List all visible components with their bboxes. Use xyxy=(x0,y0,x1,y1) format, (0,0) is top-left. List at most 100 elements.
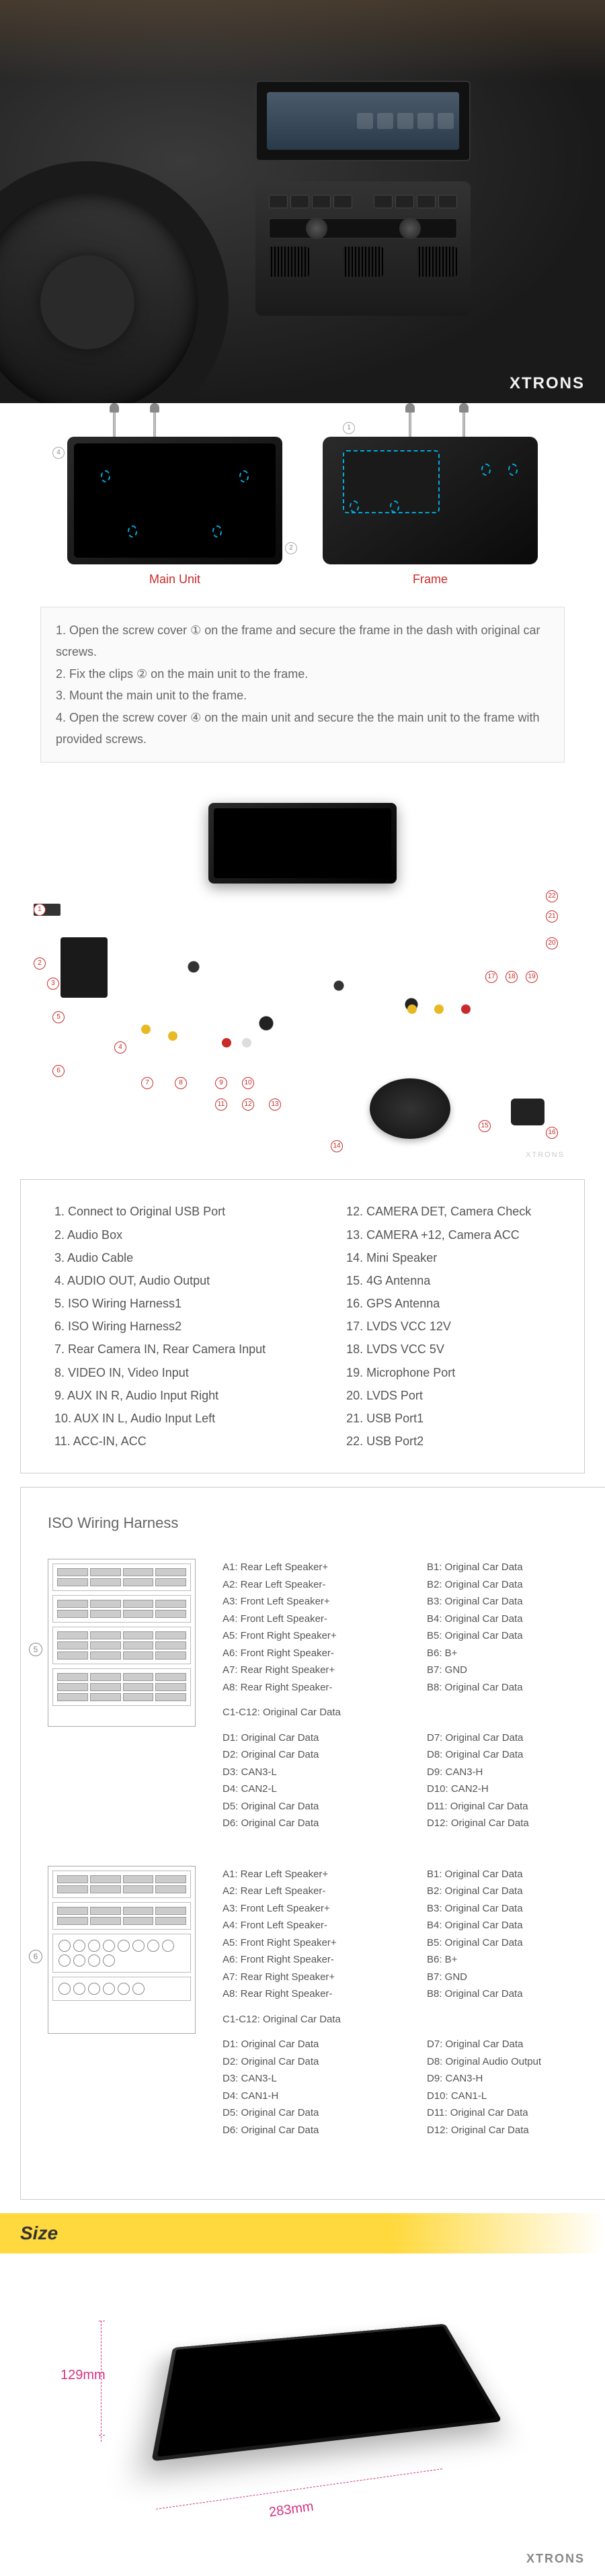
steering-wheel-graphic xyxy=(0,161,229,403)
pin-entry: B2: Original Car Data xyxy=(427,1576,598,1594)
pin-entry: B8: Original Car Data xyxy=(427,1985,598,2003)
pin-entry: D11: Original Car Data xyxy=(427,2104,598,2122)
pin-entry: A3: Front Left Speaker+ xyxy=(223,1593,393,1611)
frame-graphic: 1 xyxy=(323,437,538,564)
accessories-legend-right: 12. CAMERA DET, Camera Check13. CAMERA +… xyxy=(346,1200,531,1453)
callout-marker: 1 xyxy=(343,422,355,434)
accessory-item: 4. AUDIO OUT, Audio Output xyxy=(54,1269,266,1292)
pin-entry: D6: Original Car Data xyxy=(223,1815,393,1832)
pin-entry: A8: Rear Right Speaker- xyxy=(223,1679,393,1697)
screw-icon xyxy=(457,403,471,437)
pin-entry: A5: Front Right Speaker+ xyxy=(223,1934,393,1952)
pin-entry: D4: CAN2-L xyxy=(223,1780,393,1798)
brand-logo: XTRONS xyxy=(510,374,585,393)
size-heading: Size xyxy=(0,2213,605,2253)
dash-lower-panel xyxy=(255,181,471,316)
accessory-item: 16. GPS Antenna xyxy=(346,1292,531,1315)
pin-entry: D6: Original Car Data xyxy=(223,2122,393,2139)
unit-perspective-graphic xyxy=(151,2324,502,2462)
accessories-legend-left: 1. Connect to Original USB Port2. Audio … xyxy=(54,1200,266,1453)
pin-entry: B5: Original Car Data xyxy=(427,1627,598,1645)
accessory-item: 10. AUX IN L, Audio Input Left xyxy=(54,1407,266,1430)
callout-marker: 2 xyxy=(285,542,297,554)
pin-entry: D5: Original Car Data xyxy=(223,1798,393,1815)
accessory-item: 3. Audio Cable xyxy=(54,1246,266,1269)
pin-entry: B4: Original Car Data xyxy=(427,1917,598,1934)
pin-entry: B7: GND xyxy=(427,1969,598,1986)
dimension-width-label: 283mm xyxy=(268,2499,315,2521)
iso-harness-5: 5 A1: Rear Left Speaker+A2: Rear Left Sp… xyxy=(48,1559,598,1832)
pin-entry: A6: Front Right Speaker- xyxy=(223,1645,393,1662)
connector-diagram xyxy=(48,1559,196,1727)
callout-marker: 4 xyxy=(52,447,65,459)
pin-entry: D12: Original Car Data xyxy=(427,2122,598,2139)
accessory-item: 8. VIDEO IN, Video Input xyxy=(54,1361,266,1384)
pin-entry: B1: Original Car Data xyxy=(427,1559,598,1576)
pin-group-c: C1-C12: Original Car Data xyxy=(223,1704,598,1721)
accessories-section: 1 2 3 4 5 6 7 8 9 10 11 12 13 14 15 16 1… xyxy=(0,783,605,1473)
accessory-item: 11. ACC-IN, ACC xyxy=(54,1430,266,1453)
pin-entry: D4: CAN1-H xyxy=(223,2088,393,2105)
accessory-item: 15. 4G Antenna xyxy=(346,1269,531,1292)
accessory-item: 17. LVDS VCC 12V xyxy=(346,1315,531,1338)
screw-icon xyxy=(108,403,121,437)
main-unit-label: Main Unit xyxy=(67,572,282,587)
pin-entry: D5: Original Car Data xyxy=(223,2104,393,2122)
pin-entry: D10: CAN1-L xyxy=(427,2088,598,2105)
accessories-legend: 1. Connect to Original USB Port2. Audio … xyxy=(20,1179,585,1473)
pin-entry: A3: Front Left Speaker+ xyxy=(223,1900,393,1918)
pin-entry: A2: Rear Left Speaker- xyxy=(223,1883,393,1900)
accessory-item: 9. AUX IN R, Audio Input Right xyxy=(54,1384,266,1407)
gps-antenna-graphic xyxy=(511,1099,544,1125)
main-unit-graphic: 4 2 xyxy=(67,437,282,564)
pin-entry: D2: Original Car Data xyxy=(223,2053,393,2071)
pin-entry: A5: Front Right Speaker+ xyxy=(223,1627,393,1645)
pin-entry: B4: Original Car Data xyxy=(427,1611,598,1628)
pin-entry: B8: Original Car Data xyxy=(427,1679,598,1697)
iso-title: ISO Wiring Harness xyxy=(48,1514,598,1532)
accessory-item: 21. USB Port1 xyxy=(346,1407,531,1430)
pin-entry: B5: Original Car Data xyxy=(427,1934,598,1952)
pin-entry: A7: Rear Right Speaker+ xyxy=(223,1969,393,1986)
speaker-disc-graphic xyxy=(370,1078,450,1139)
accessory-item: 14. Mini Speaker xyxy=(346,1246,531,1269)
pin-entry: B1: Original Car Data xyxy=(427,1866,598,1883)
install-step: 2. Fix the clips ② on the main unit to t… xyxy=(56,663,549,685)
accessory-item: 12. CAMERA DET, Camera Check xyxy=(346,1200,531,1223)
pin-entry: A8: Rear Right Speaker- xyxy=(223,1985,393,2003)
pin-entry: D7: Original Car Data xyxy=(427,2036,598,2053)
accessories-diagram: 1 2 3 4 5 6 7 8 9 10 11 12 13 14 15 16 1… xyxy=(20,803,585,1166)
pin-entry: A1: Rear Left Speaker+ xyxy=(223,1559,393,1576)
accessory-item: 2. Audio Box xyxy=(54,1223,266,1246)
pin-entry: B3: Original Car Data xyxy=(427,1593,598,1611)
pin-entry: D3: CAN3-L xyxy=(223,2070,393,2088)
pin-entry: A7: Rear Right Speaker+ xyxy=(223,1662,393,1679)
install-step: 1. Open the screw cover ① on the frame a… xyxy=(56,619,549,663)
accessory-item: 20. LVDS Port xyxy=(346,1384,531,1407)
screw-icon xyxy=(403,403,417,437)
pin-entry: A4: Front Left Speaker- xyxy=(223,1917,393,1934)
accessory-item: 6. ISO Wiring Harness2 xyxy=(54,1315,266,1338)
pin-entry: D8: Original Audio Output xyxy=(427,2053,598,2071)
pinmap-5: A1: Rear Left Speaker+A2: Rear Left Spea… xyxy=(223,1559,598,1832)
pin-entry: D10: CAN2-H xyxy=(427,1780,598,1798)
pinmap-6: A1: Rear Left Speaker+A2: Rear Left Spea… xyxy=(223,1866,598,2139)
pin-entry: D12: Original Car Data xyxy=(427,1815,598,1832)
pin-entry: D7: Original Car Data xyxy=(427,1729,598,1747)
pin-entry: D1: Original Car Data xyxy=(223,2036,393,2053)
dash-screen-graphic xyxy=(255,81,471,161)
pin-entry: D3: CAN3-L xyxy=(223,1764,393,1781)
dimension-height-label: 129mm xyxy=(61,2368,106,2383)
pin-entry: A1: Rear Left Speaker+ xyxy=(223,1866,393,1883)
harness-number: 6 xyxy=(29,1950,42,1963)
install-steps-box: 1. Open the screw cover ① on the frame a… xyxy=(40,607,565,763)
install-step: 3. Mount the main unit to the frame. xyxy=(56,685,549,706)
connector-diagram xyxy=(48,1866,196,2034)
harness-number: 5 xyxy=(29,1643,42,1656)
brand-watermark: XTRONS xyxy=(526,1151,565,1159)
iso-wiring-section: ISO Wiring Harness 5 A1: Rear Left Speak… xyxy=(20,1487,605,2200)
car-dashboard-hero: XTRONS xyxy=(0,0,605,403)
accessory-item: 18. LVDS VCC 5V xyxy=(346,1338,531,1361)
pin-entry: D1: Original Car Data xyxy=(223,1729,393,1747)
pin-entry: A4: Front Left Speaker- xyxy=(223,1611,393,1628)
